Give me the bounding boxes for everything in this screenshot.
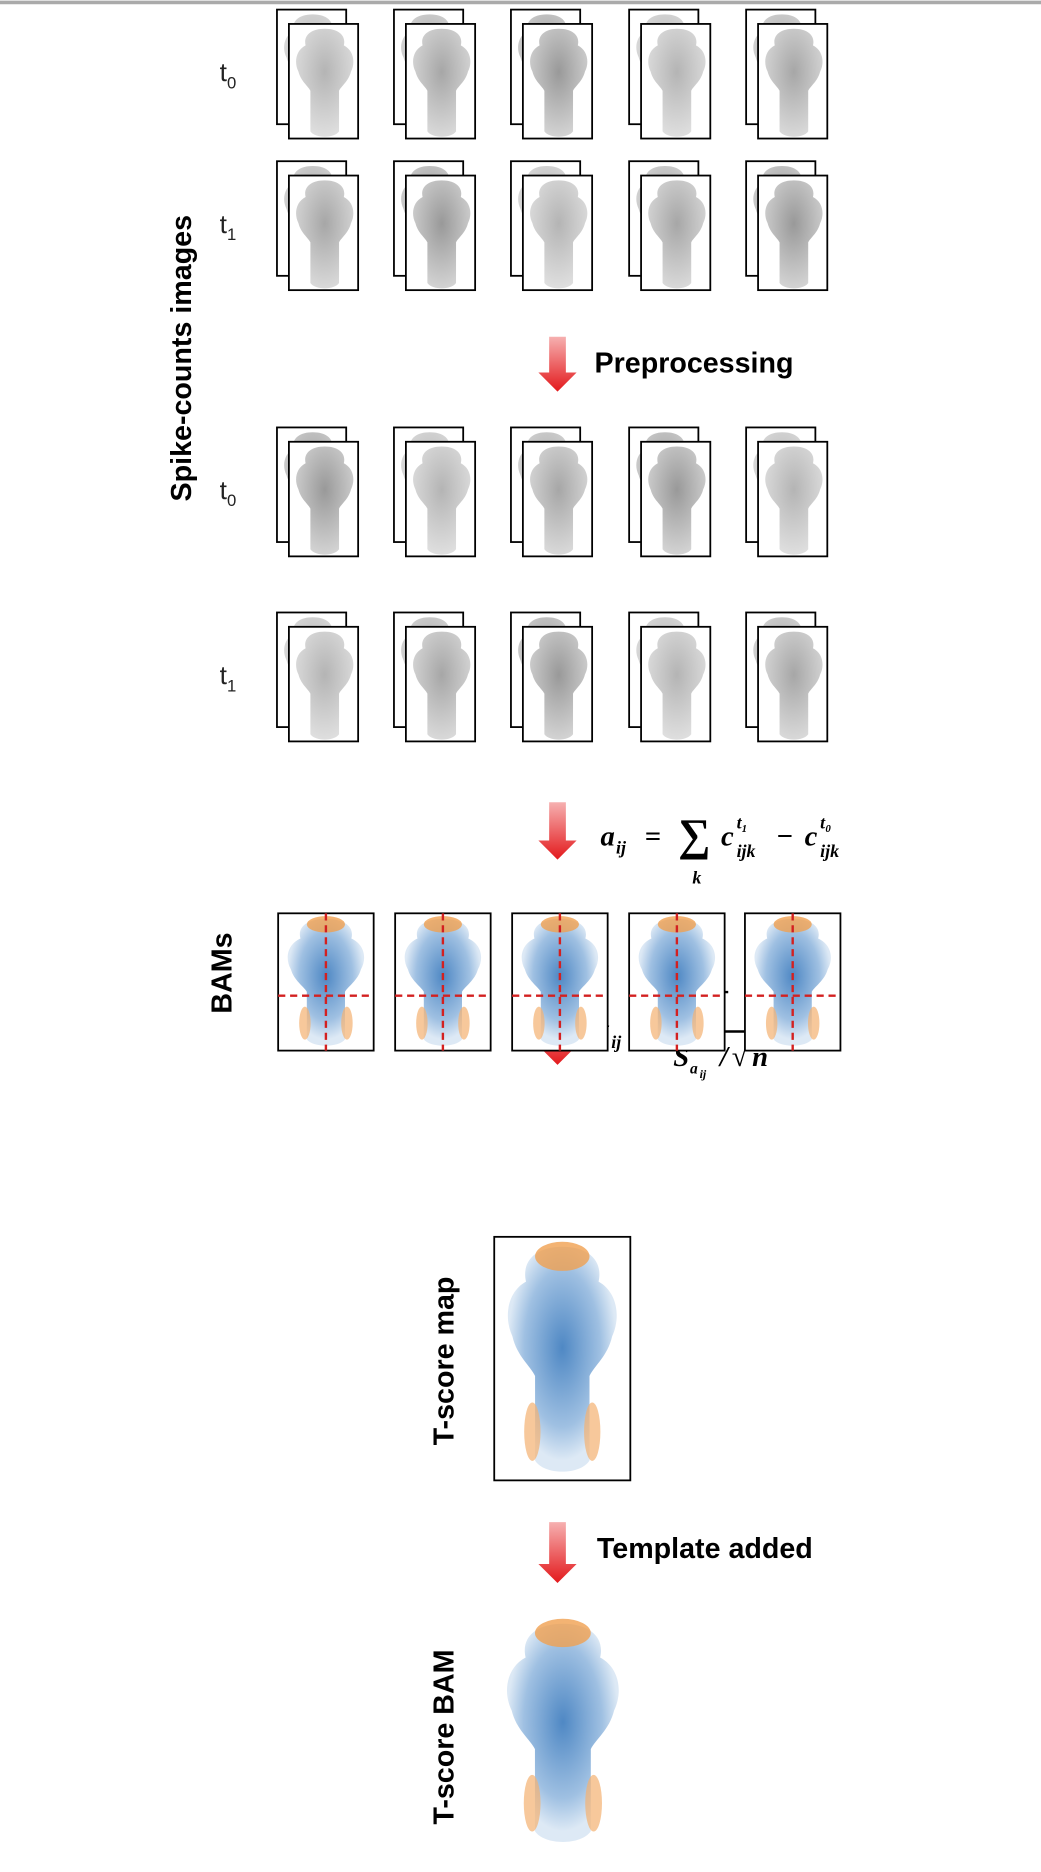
formula-text: = [645,820,661,852]
step-label: Preprocessing [595,348,794,380]
orange-blob [533,1006,545,1040]
image-stack [628,611,712,743]
time-label: t0 [220,475,237,510]
formula-text: ∑ [678,810,710,860]
bam-map [277,912,375,1052]
formula-text: ij [700,1067,707,1081]
time-label-text: t [220,209,228,239]
formula-text: ij [616,838,627,858]
orange-blob [416,1006,428,1040]
formula-text: ijk [820,841,839,861]
formula-1: a ij = ∑ k c t₁ ijk − c t₀ ijk [600,810,839,887]
time-label-text: t [220,57,228,87]
orange-blob [299,1006,311,1040]
orange-blob [535,1241,590,1271]
orange-blob [765,1006,778,1040]
formula-text: √ [732,1041,748,1073]
orange-blob [523,1774,541,1832]
bam-map [511,912,609,1052]
image-stack [393,426,477,558]
brain-map [507,1623,619,1843]
image-stack [510,8,594,140]
orange-blob [585,1774,602,1832]
bam-map [493,1235,632,1482]
orange-blob [524,1402,541,1461]
orange-blob [773,916,812,933]
image-stack [393,160,477,292]
orange-blob [575,1006,587,1040]
formula-text: − [776,820,793,852]
formula-text: a [600,820,614,852]
orange-blob [657,916,696,933]
orange-blob [540,916,579,933]
image-stack [393,611,477,743]
image-stack [628,8,712,140]
orange-blob [423,916,463,933]
image-stack [393,8,477,140]
time-label-subscript: 1 [227,225,236,244]
image-stack [276,611,360,743]
formula-text: k [692,867,701,887]
time-label-subscript: 1 [227,676,236,695]
bam-map [628,912,726,1052]
time-label: t0 [220,57,237,92]
time-label: t1 [220,209,237,244]
orange-blob [807,1006,820,1040]
orange-blob [534,1618,591,1648]
orange-blob [341,1006,353,1040]
image-stack [276,160,360,292]
formula-text: ij [611,1032,622,1052]
image-stack [628,426,712,558]
image-stack [510,426,594,558]
formula-text: a [690,1060,698,1077]
orange-blob [458,1006,470,1040]
bam-map [744,912,842,1052]
time-label: t1 [220,660,237,695]
image-stack [510,160,594,292]
bams-label: BAMs [207,932,239,1013]
arrow [538,1522,577,1584]
orange-blob [306,916,346,933]
image-stack [510,611,594,743]
formula-text: ijk [737,841,756,861]
orange-blob [692,1006,704,1040]
time-label-text: t [220,660,228,690]
arrow [538,336,577,392]
step-label: Template added [597,1533,813,1565]
image-stack [628,160,712,292]
image-stack [745,426,829,558]
tscore-map-label: T-score map [429,1277,461,1446]
time-label-subscript: 0 [227,491,236,510]
image-stack [745,8,829,140]
formula-text: c [805,820,818,852]
image-stack [276,426,360,558]
bam-map [394,912,492,1052]
tscore-bam-label: T-score BAM [429,1650,461,1825]
orange-blob [650,1006,662,1040]
arrow [538,802,577,860]
orange-blob [584,1402,601,1461]
formula-text: t₀ [820,813,831,833]
image-stack [745,611,829,743]
formula-text: c [721,820,734,852]
time-label-text: t [220,475,228,505]
bam-map [507,1618,619,1843]
image-stack [276,8,360,140]
spike-counts-label: Spike-counts images [166,215,198,502]
image-stack [745,160,829,292]
time-label-subscript: 0 [227,73,236,92]
formula-text: t₁ [737,813,748,833]
